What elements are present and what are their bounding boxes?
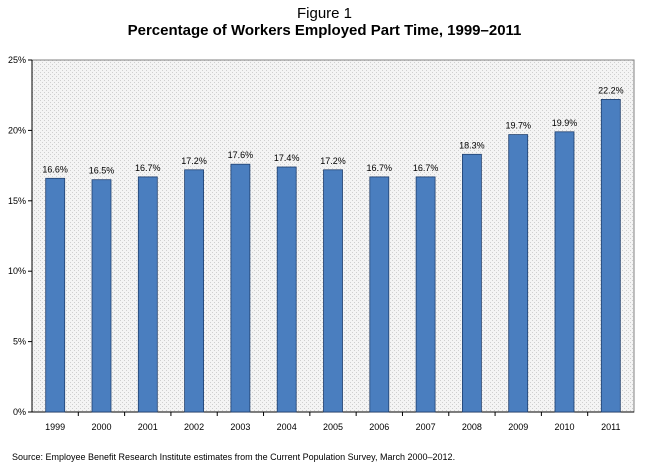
bar-2010: [554, 131, 575, 413]
x-tick-label-2001: 2001: [138, 422, 158, 432]
x-tick-label-2008: 2008: [462, 422, 482, 432]
x-tick-label-2011: 2011: [601, 422, 620, 432]
bar-2008: [461, 153, 482, 413]
y-tick-label: 5%: [13, 337, 26, 347]
x-tick-label-2005: 2005: [323, 422, 343, 432]
data-label-2000: 16.5%: [89, 166, 115, 176]
data-label-2007: 16.7%: [413, 163, 439, 173]
source-note: Source: Employee Benefit Research Instit…: [12, 452, 456, 462]
y-tick-label: 15%: [8, 196, 26, 206]
data-label-1999: 16.6%: [42, 164, 68, 174]
data-label-2002: 17.2%: [181, 156, 207, 166]
data-label-2003: 17.6%: [228, 150, 254, 160]
data-label-2004: 17.4%: [274, 153, 300, 163]
x-tick-label-2007: 2007: [416, 422, 436, 432]
x-tick-label-2004: 2004: [277, 422, 297, 432]
data-label-2006: 16.7%: [367, 163, 393, 173]
data-label-2010: 19.9%: [552, 118, 578, 128]
x-tick-label-2009: 2009: [508, 422, 528, 432]
data-label-2011: 22.2%: [598, 85, 624, 95]
bar-2005: [323, 169, 343, 413]
x-tick-label-1999: 1999: [45, 422, 65, 432]
bar-2004: [276, 166, 297, 413]
bar-2002: [184, 169, 205, 413]
bar-2011: [600, 99, 621, 413]
x-tick-label-2003: 2003: [230, 422, 250, 432]
y-tick-label: 0%: [13, 407, 26, 417]
y-tick-label: 20%: [8, 125, 26, 135]
figure-label: Figure 1: [296, 5, 353, 22]
data-label-2005: 17.2%: [320, 156, 346, 166]
bar-2003: [230, 163, 251, 413]
x-tick-label-2000: 2000: [91, 422, 111, 432]
y-tick-label: 10%: [8, 266, 26, 276]
x-tick-label-2010: 2010: [555, 422, 575, 432]
x-tick-label-2002: 2002: [184, 422, 204, 432]
x-tick-label-2006: 2006: [369, 422, 389, 432]
y-tick-label: 25%: [8, 55, 26, 65]
bar-2006: [369, 176, 390, 413]
bar-1999: [45, 177, 66, 413]
chart-title: Percentage of Workers Employed Part Time…: [127, 22, 522, 39]
bar-2001: [137, 176, 158, 413]
bar-2007: [415, 176, 436, 413]
bar-2000: [91, 179, 112, 413]
data-label-2009: 19.7%: [505, 121, 531, 131]
data-label-2008: 18.3%: [459, 140, 485, 150]
bar-2009: [508, 134, 529, 413]
data-label-2001: 16.7%: [135, 163, 161, 173]
